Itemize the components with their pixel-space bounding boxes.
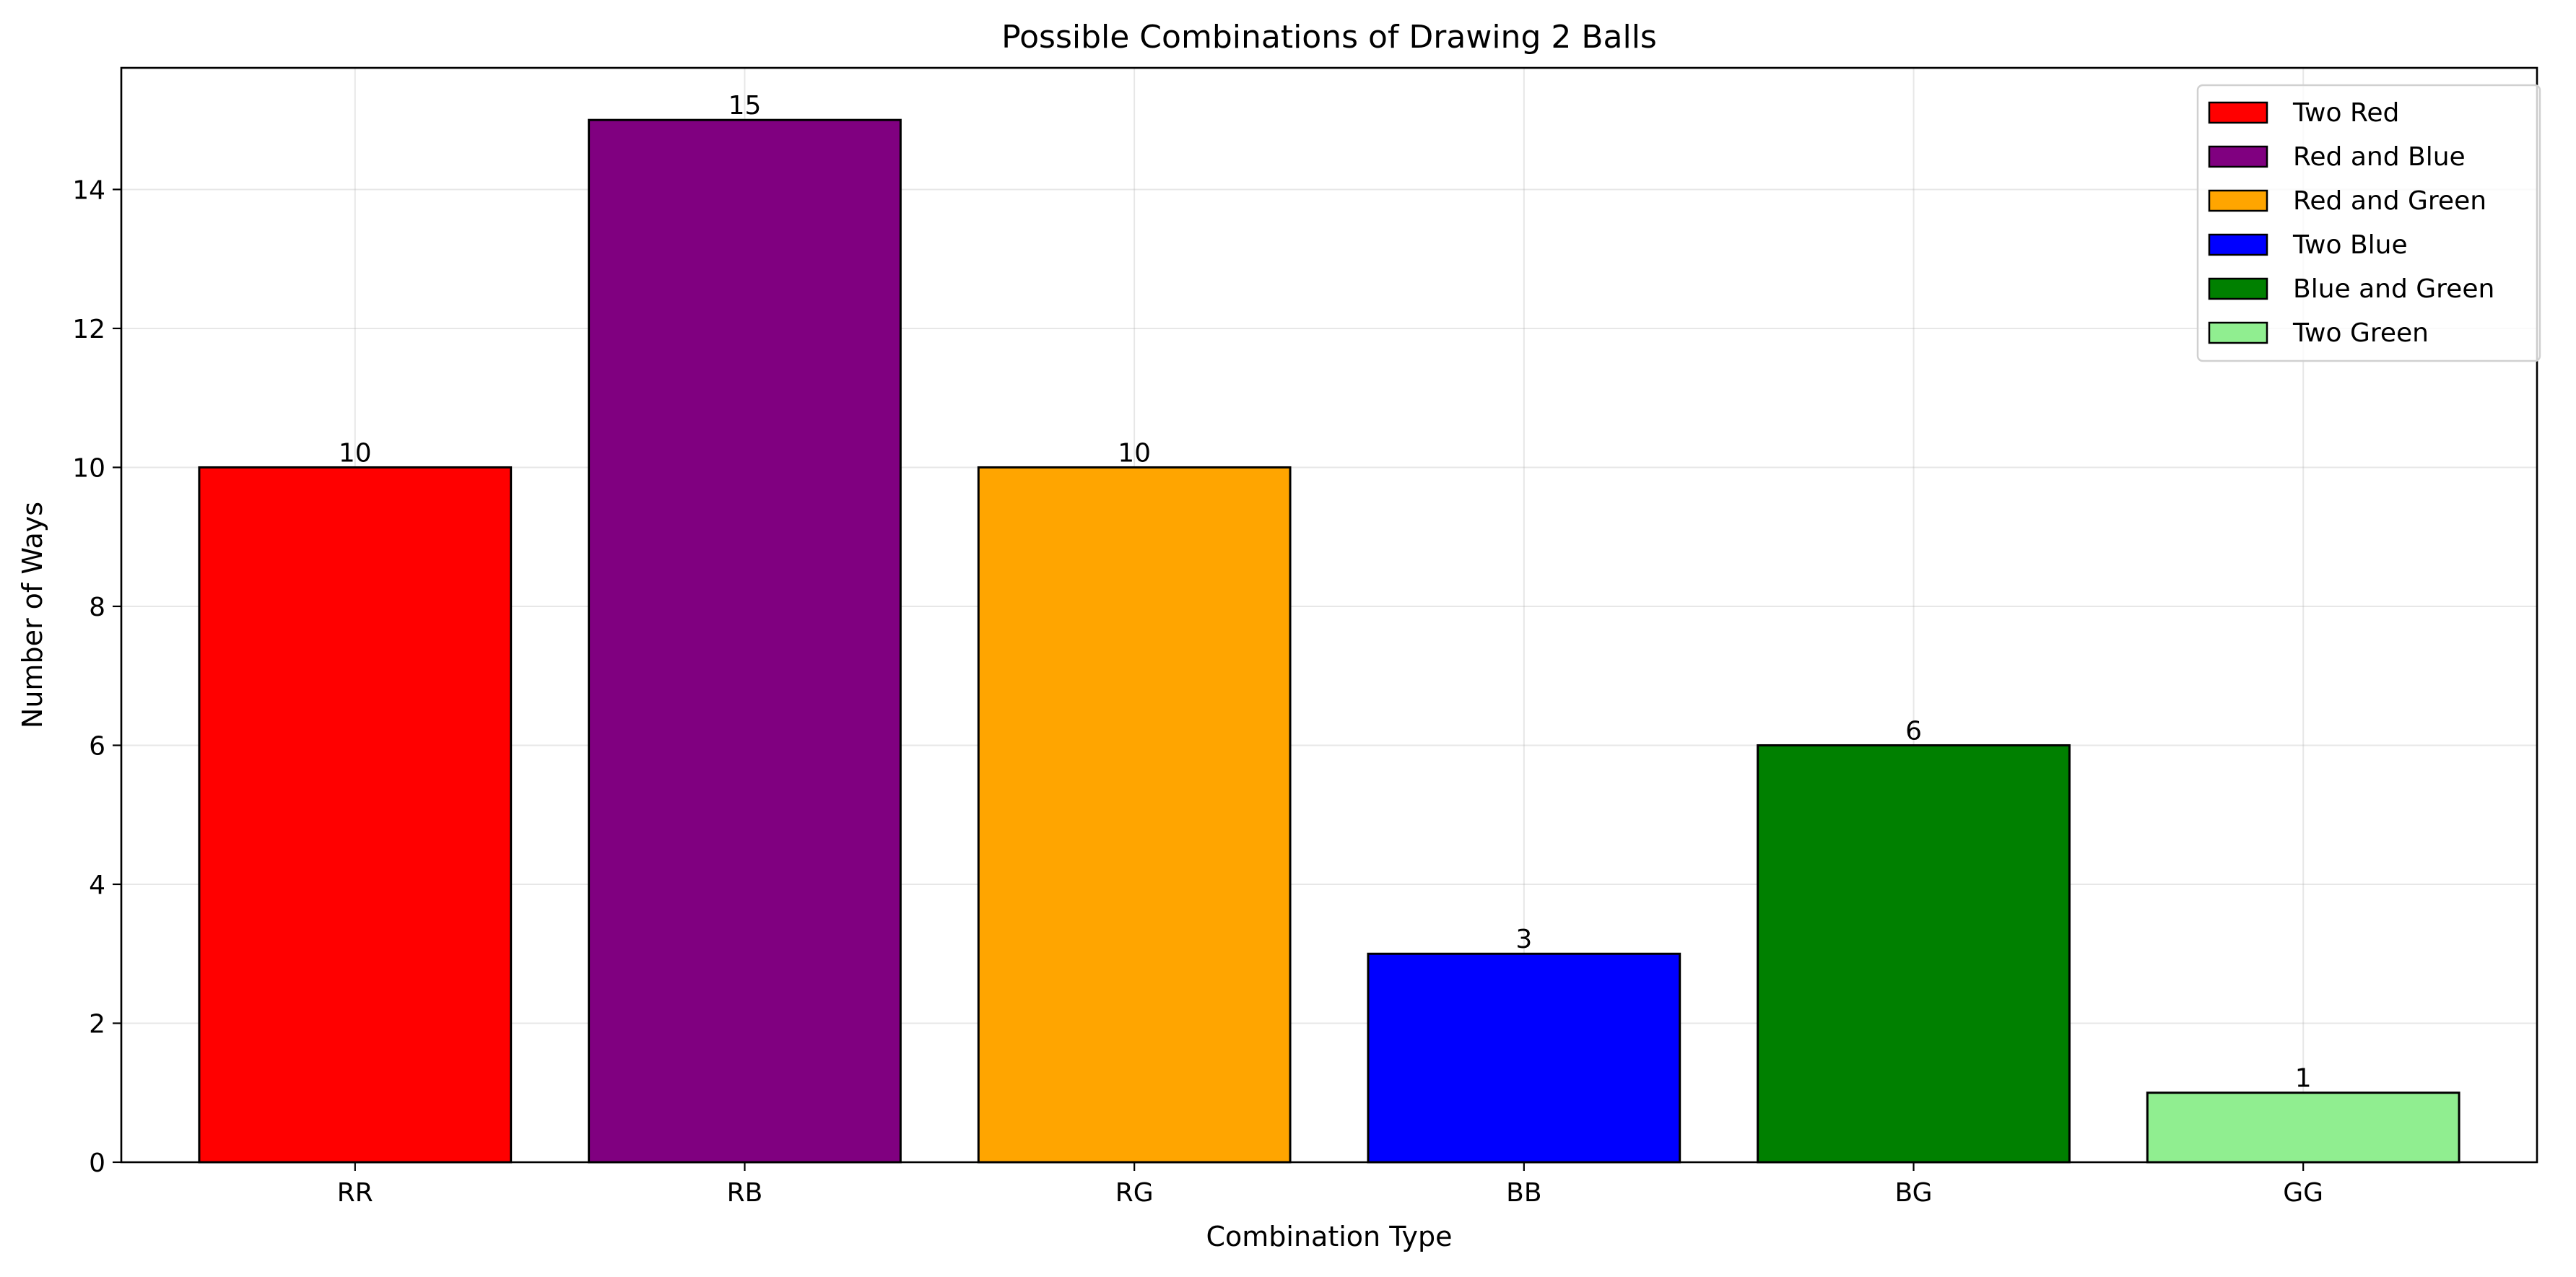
bar-gg [2146,1091,2460,1164]
legend-label: Two Green [2292,318,2429,348]
legend-label: Two Blue [2292,230,2408,260]
y-tick-label: 6 [89,731,105,761]
legend-swatch [2208,189,2268,212]
legend-swatch [2208,321,2268,344]
legend-swatch [2208,233,2268,256]
bar-value-label: 3 [1515,925,1532,954]
bars [198,118,2460,1164]
bar-value-label: 10 [1118,438,1151,468]
x-tick-label: BG [1895,1178,1933,1208]
x-tick-label: GG [2283,1178,2323,1208]
chart-title: Possible Combinations of Drawing 2 Balls [1001,19,1657,56]
bar-value-label: 15 [728,91,762,121]
x-tick-label: RB [727,1178,763,1208]
x-axis: RR RB RG BB BG GG [337,1162,2323,1208]
y-tick-label: 10 [72,453,105,483]
bar-rr [198,466,513,1164]
legend-label: Red and Green [2293,186,2486,216]
y-tick-label: 2 [89,1009,105,1039]
legend: Two Red Red and Blue Red and Green Two Blue… [2196,84,2541,362]
legend-box [2196,84,2541,362]
x-tick-label: BB [1506,1178,1541,1208]
bar-value-label: 1 [2295,1064,2312,1094]
x-tick-label: RG [1115,1178,1154,1208]
bar-rg [977,466,1292,1164]
y-tick-label: 4 [89,871,105,900]
bar-value-label: 6 [1905,716,1922,746]
y-tick-label: 8 [89,593,105,622]
data-labels: 10 15 10 3 6 1 [339,91,2312,1094]
bar-value-label: 10 [339,438,372,468]
legend-swatch [2208,277,2268,300]
y-axis-label: Number of Ways [17,502,48,728]
bar-rb [588,118,902,1164]
y-tick-label: 14 [72,175,105,205]
bar-bb [1367,952,1681,1164]
y-axis: 0 2 4 6 8 10 12 14 [72,175,121,1178]
legend-swatch [2208,145,2268,168]
y-tick-label: 0 [89,1149,105,1178]
plot-frame [120,66,2538,1164]
x-tick-label: RR [337,1178,373,1208]
legend-label: Blue and Green [2293,274,2494,304]
legend-label: Red and Blue [2293,142,2466,172]
x-axis-label: Combination Type [1206,1221,1453,1252]
bar-bg [1757,744,2071,1164]
legend-swatch [2208,101,2268,124]
legend-label: Two Red [2292,98,2399,128]
y-tick-label: 12 [72,315,105,344]
